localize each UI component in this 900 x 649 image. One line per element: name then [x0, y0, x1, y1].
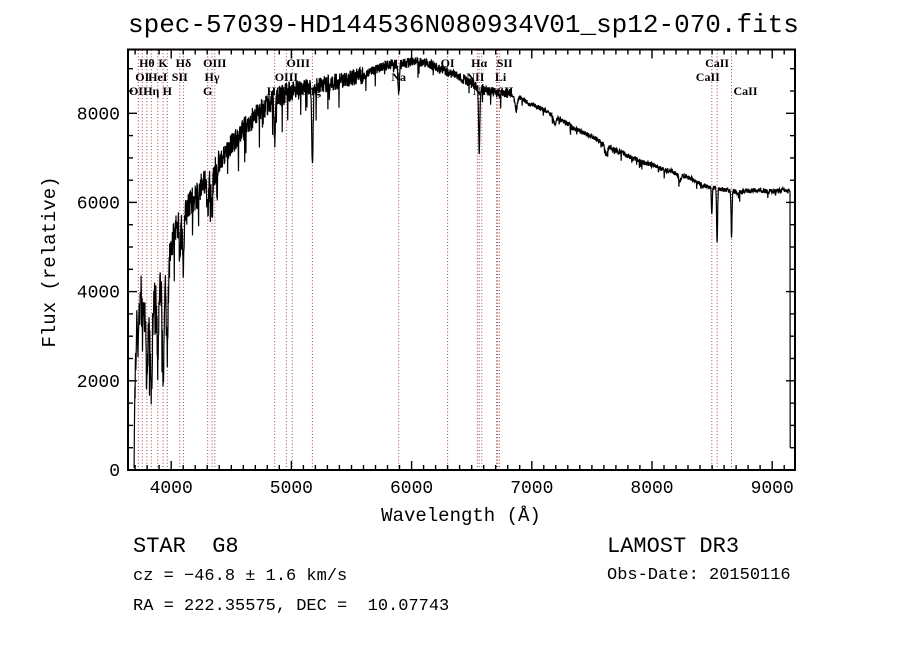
plot-frame — [127, 48, 796, 471]
spectral-line-label: H — [163, 84, 173, 98]
spectral-line-label: CaII — [733, 84, 757, 98]
spectral-line-label: OIII — [275, 70, 299, 84]
plot-border — [127, 48, 796, 471]
spectral-line-label: Hθ — [139, 56, 155, 70]
spectral-line-label: OIII — [203, 56, 227, 70]
spectral-line-label: Li — [495, 70, 507, 84]
x-axis-tick-label: 4000 — [150, 479, 193, 499]
spectrum-path — [133, 56, 791, 468]
x-axis-tick-label: 8000 — [630, 479, 673, 499]
x-axis-tick-label: 7000 — [510, 479, 553, 499]
object-class-text: STAR G8 — [133, 534, 239, 559]
spectral-line-label: OI — [441, 56, 455, 70]
spectral-line-label: Hα — [471, 56, 487, 70]
axis-ticks — [128, 49, 795, 471]
spectral-line-label: Hγ — [205, 70, 220, 84]
figure-title: spec-57039-HD144536N080934V01_sp12-070.f… — [128, 10, 799, 40]
radial-velocity-text: cz = −46.8 ± 1.6 km/s — [133, 567, 348, 586]
y-axis-tick-label: 6000 — [77, 194, 120, 214]
spectral-line-label: OIII — [287, 56, 311, 70]
spectral-line-markers — [137, 50, 732, 470]
axis-tick-labels: 4000 5000 6000 7000 8000 9000 0 2000 4000 6000 800… — [77, 105, 794, 499]
y-axis-tick-label: 2000 — [77, 373, 120, 393]
spectral-line-label: Hη — [143, 84, 159, 98]
spectral-line-label: CaII — [705, 56, 729, 70]
obs-date-text: Obs-Date: 20150116 — [607, 566, 791, 585]
spectral-line-label: SII — [497, 56, 513, 70]
y-axis-title: Flux (relative) — [39, 176, 61, 347]
x-axis-tick-label: 6000 — [390, 479, 433, 499]
y-axis-tick-label: 4000 — [77, 284, 120, 304]
spectral-line-label: SII — [172, 70, 188, 84]
spectral-line-label: Na — [391, 70, 406, 84]
y-axis-tick-label: 8000 — [77, 105, 120, 125]
x-axis-tick-label: 9000 — [751, 479, 794, 499]
spectral-line-label: HeI — [148, 70, 168, 84]
y-axis-tick-label: 0 — [109, 462, 120, 482]
spectral-line-label: Hδ — [176, 56, 192, 70]
ra-dec-text: RA = 222.35575, DEC = 10.07743 — [133, 597, 450, 616]
spectrum-trace — [133, 56, 791, 468]
survey-release-text: LAMOST DR3 — [607, 534, 740, 559]
x-axis-title: Wavelength (Å) — [381, 505, 541, 527]
spectral-line-label: G — [203, 84, 212, 98]
x-axis-tick-label: 5000 — [270, 479, 313, 499]
spectral-line-label: K — [158, 56, 168, 70]
spectral-line-label: OI — [135, 70, 149, 84]
spectral-line-label: CaII — [696, 70, 720, 84]
spectral-line-label: OII — [129, 84, 148, 98]
